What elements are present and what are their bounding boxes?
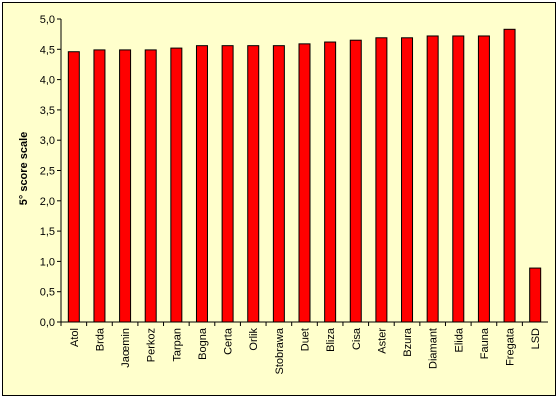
bar-aster bbox=[375, 37, 388, 323]
bar-cisa bbox=[349, 39, 362, 323]
bar-lsd bbox=[529, 267, 542, 323]
y-tick-label: 0,5 bbox=[40, 287, 55, 299]
bar-bogna bbox=[195, 45, 208, 323]
bar-jaœmin bbox=[119, 49, 132, 323]
x-tick-label: Diamant bbox=[428, 328, 440, 369]
x-tick-label: Bliza bbox=[325, 327, 337, 352]
y-axis-ticks: 0,0 0,5 1,0 1,5 2,0 2,5 3,0 3,5 4,0 4,5 5,0 bbox=[40, 14, 61, 329]
bar-bzura bbox=[401, 37, 414, 323]
y-tick-label: 0,0 bbox=[40, 317, 55, 329]
x-tick-label: Orlik bbox=[248, 328, 260, 351]
x-axis-labels: Atol Brda Jaœmin Perkoz Tarpan Bogna Certa Orli… bbox=[60, 322, 542, 374]
x-tick-label: Bzura bbox=[402, 327, 414, 357]
x-tick-label: Perkoz bbox=[146, 328, 158, 362]
x-tick-label: Aster bbox=[376, 328, 388, 354]
x-tick-label: Brda bbox=[94, 327, 106, 351]
bar-elida bbox=[452, 35, 465, 323]
bar-tarpan bbox=[170, 47, 183, 323]
y-tick-label: 4,0 bbox=[40, 75, 55, 87]
x-tick-label: Atol bbox=[69, 328, 81, 347]
x-tick-label: Fauna bbox=[479, 327, 491, 359]
bar-stobrawa bbox=[272, 45, 285, 323]
y-tick-label: 4,5 bbox=[40, 44, 55, 56]
x-tick-label: Certa bbox=[223, 327, 235, 355]
bar-fauna bbox=[477, 35, 490, 323]
bar-perkoz bbox=[144, 49, 157, 323]
y-tick-label: 3,5 bbox=[40, 105, 55, 117]
bars bbox=[67, 28, 542, 323]
x-tick-label: Stobrawa bbox=[274, 327, 286, 374]
y-tick-label: 3,0 bbox=[40, 135, 55, 147]
x-tick-label: Bogna bbox=[197, 327, 209, 360]
y-tick-label: 5,0 bbox=[40, 14, 55, 26]
bar-diamant bbox=[426, 35, 439, 323]
x-tick-label: Tarpan bbox=[171, 328, 183, 362]
bar-bliza bbox=[324, 41, 337, 323]
bar-orlik bbox=[247, 45, 260, 323]
bar-atol bbox=[67, 51, 80, 323]
bar-duet bbox=[298, 43, 311, 323]
x-tick-label: Jaœmin bbox=[120, 328, 132, 368]
y-axis-title: 5° score scale bbox=[18, 132, 30, 206]
x-tick-label: Fregata bbox=[505, 327, 517, 366]
y-tick-label: 1,0 bbox=[40, 256, 55, 268]
x-tick-label: Elida bbox=[453, 327, 465, 352]
bar-certa bbox=[221, 45, 234, 323]
bar-fregata bbox=[503, 28, 516, 323]
bar-brda bbox=[93, 49, 106, 323]
y-tick-label: 2,0 bbox=[40, 196, 55, 208]
x-tick-label: Duet bbox=[300, 328, 312, 351]
y-tick-label: 1,5 bbox=[40, 226, 55, 238]
y-tick-label: 2,5 bbox=[40, 166, 55, 178]
x-tick-label: Cisa bbox=[351, 327, 363, 350]
x-tick-label: LSD bbox=[530, 328, 542, 349]
